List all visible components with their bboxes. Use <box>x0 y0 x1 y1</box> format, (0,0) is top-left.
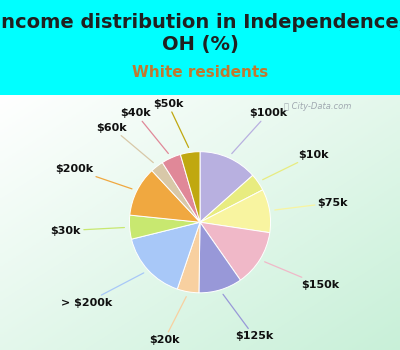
Wedge shape <box>200 152 253 222</box>
Text: Income distribution in Independence,
OH (%): Income distribution in Independence, OH … <box>0 13 400 54</box>
Text: $50k: $50k <box>153 99 188 147</box>
Wedge shape <box>132 222 200 289</box>
Wedge shape <box>162 154 200 222</box>
Wedge shape <box>200 175 263 222</box>
Text: $200k: $200k <box>55 164 132 189</box>
Text: $100k: $100k <box>232 108 287 154</box>
Wedge shape <box>200 222 270 280</box>
Text: White residents: White residents <box>132 65 268 80</box>
Text: > $200k: > $200k <box>61 273 144 308</box>
Wedge shape <box>199 222 240 293</box>
Text: ⓘ City-Data.com: ⓘ City-Data.com <box>284 102 352 111</box>
Wedge shape <box>200 190 270 233</box>
Text: $20k: $20k <box>149 297 186 345</box>
Text: $30k: $30k <box>51 226 124 236</box>
Wedge shape <box>130 215 200 239</box>
Text: $60k: $60k <box>97 123 153 163</box>
Text: $150k: $150k <box>265 262 340 290</box>
Text: $10k: $10k <box>263 150 329 180</box>
Wedge shape <box>130 171 200 222</box>
Wedge shape <box>152 162 200 222</box>
Wedge shape <box>177 222 200 293</box>
Text: $40k: $40k <box>120 108 168 154</box>
Wedge shape <box>180 152 200 222</box>
Text: $75k: $75k <box>275 198 348 210</box>
Text: $125k: $125k <box>223 294 273 341</box>
